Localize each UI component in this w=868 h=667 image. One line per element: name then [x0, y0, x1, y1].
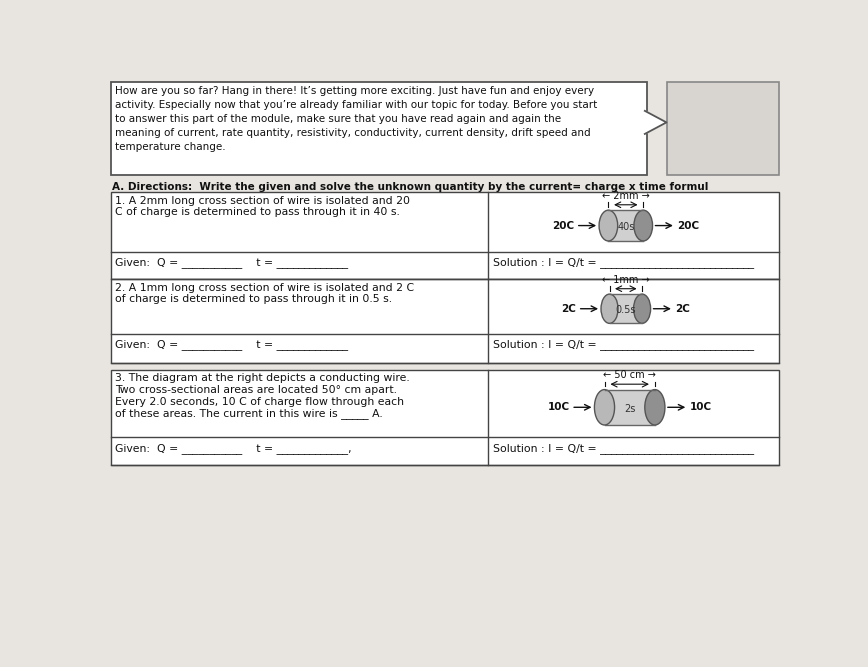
- Bar: [111, 279, 779, 364]
- Text: 3. The diagram at the right depicts a conducting wire.
Two cross-sectional areas: 3. The diagram at the right depicts a co…: [115, 374, 410, 419]
- Bar: [609, 294, 642, 323]
- Text: 2C: 2C: [562, 303, 576, 313]
- Text: 1. A 2mm long cross section of wire is isolated and 20
C of charge is determined: 1. A 2mm long cross section of wire is i…: [115, 195, 410, 217]
- Polygon shape: [645, 111, 667, 134]
- Text: 2s: 2s: [624, 404, 635, 414]
- Text: Solution : I = Q/t = ____________________________: Solution : I = Q/t = ___________________…: [493, 443, 754, 454]
- Text: How are you so far? Hang in there! It’s getting more exciting. Just have fun and: How are you so far? Hang in there! It’s …: [115, 86, 597, 152]
- Ellipse shape: [634, 210, 653, 241]
- FancyBboxPatch shape: [111, 82, 648, 175]
- Text: Given:  Q = ___________    t = _____________: Given: Q = ___________ t = _____________: [115, 340, 348, 350]
- Ellipse shape: [634, 294, 651, 323]
- Bar: [111, 191, 779, 279]
- Text: 20C: 20C: [677, 221, 700, 231]
- Text: 20C: 20C: [552, 221, 575, 231]
- Text: ← 50 cm →: ← 50 cm →: [603, 370, 656, 380]
- Text: 2. A 1mm long cross section of wire is isolated and 2 C
of charge is determined : 2. A 1mm long cross section of wire is i…: [115, 283, 414, 304]
- Text: 2C: 2C: [675, 303, 690, 313]
- FancyBboxPatch shape: [667, 82, 779, 175]
- Text: 40s: 40s: [617, 222, 635, 232]
- Ellipse shape: [595, 390, 615, 425]
- Text: ← 2mm →: ← 2mm →: [602, 191, 649, 201]
- Ellipse shape: [601, 294, 618, 323]
- Text: Given:  Q = ___________    t = _____________,: Given: Q = ___________ t = _____________…: [115, 443, 352, 454]
- Text: Solution : I = Q/t = ____________________________: Solution : I = Q/t = ___________________…: [493, 340, 754, 350]
- Text: ← 1mm →: ← 1mm →: [602, 275, 649, 285]
- Bar: [111, 370, 779, 465]
- Text: 10C: 10C: [548, 402, 569, 412]
- Ellipse shape: [645, 390, 665, 425]
- Text: Solution : I = Q/t = ____________________________: Solution : I = Q/t = ___________________…: [493, 257, 754, 268]
- Ellipse shape: [599, 210, 618, 241]
- Text: A. Directions:  Write the given and solve the unknown quantity by the current= c: A. Directions: Write the given and solve…: [112, 181, 708, 191]
- Bar: [608, 210, 643, 241]
- Bar: [604, 390, 654, 425]
- Text: Given:  Q = ___________    t = _____________: Given: Q = ___________ t = _____________: [115, 257, 348, 268]
- Text: 10C: 10C: [690, 402, 712, 412]
- Text: 0.5s: 0.5s: [615, 305, 636, 315]
